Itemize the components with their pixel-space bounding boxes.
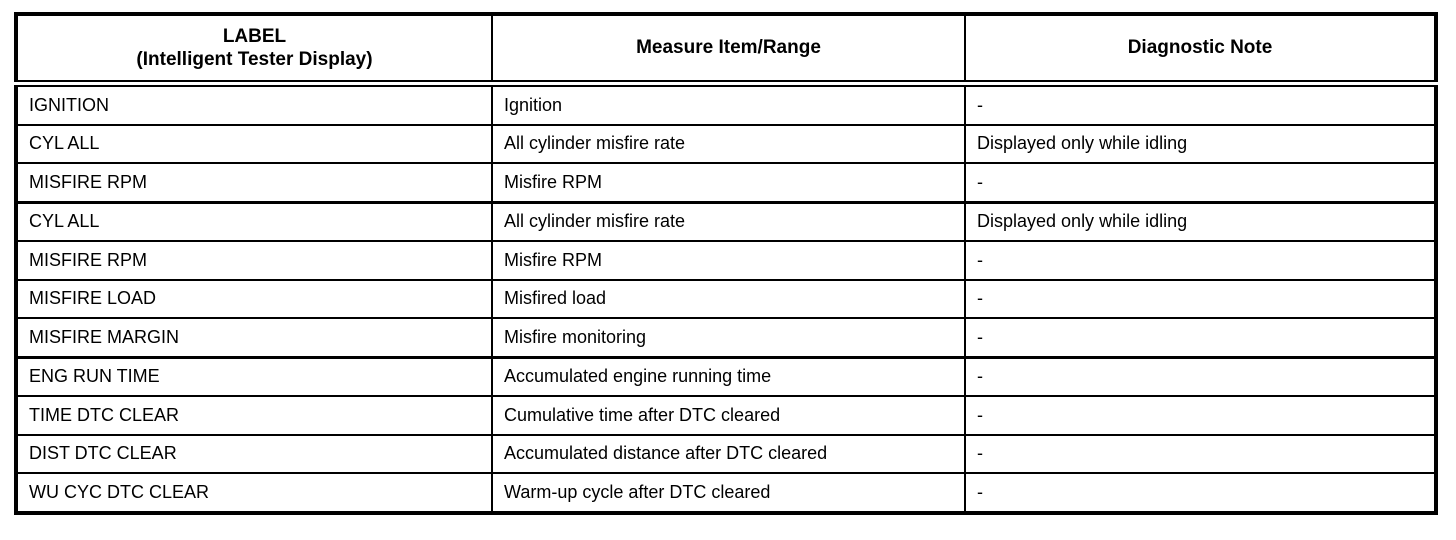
- measure-cell: Warm-up cycle after DTC cleared: [491, 472, 966, 514]
- note-cell: -: [964, 162, 1437, 204]
- header-note-cell: Diagnostic Note: [964, 13, 1437, 87]
- measure-cell: All cylinder misfire rate: [491, 123, 966, 164]
- table-row: TIME DTC CLEAR Cumulative time after DTC…: [15, 395, 1437, 436]
- table-row: MISFIRE MARGIN Misfire monitoring -: [15, 317, 1437, 359]
- measure-cell: Misfire RPM: [491, 240, 966, 281]
- header-label-line2: (Intelligent Tester Display): [136, 49, 373, 70]
- note-cell: Displayed only while idling: [964, 201, 1437, 242]
- measure-cell: Ignition: [491, 82, 966, 126]
- note-cell: -: [964, 472, 1437, 514]
- note-cell: -: [964, 278, 1437, 319]
- header-row: LABEL (Intelligent Tester Display) Measu…: [15, 13, 1437, 87]
- note-cell: -: [964, 356, 1437, 397]
- measure-cell: Misfire monitoring: [491, 317, 966, 359]
- header-label-cell: LABEL (Intelligent Tester Display): [15, 13, 493, 87]
- table-row: MISFIRE RPM Misfire RPM -: [15, 162, 1437, 204]
- label-cell: IGNITION: [15, 82, 493, 126]
- label-cell: DIST DTC CLEAR: [15, 433, 493, 474]
- label-cell: MISFIRE LOAD: [15, 278, 493, 319]
- label-cell: MISFIRE RPM: [15, 162, 493, 204]
- label-cell: TIME DTC CLEAR: [15, 395, 493, 436]
- label-cell: WU CYC DTC CLEAR: [15, 472, 493, 514]
- label-cell: CYL ALL: [15, 201, 493, 242]
- table-row: CYL ALL All cylinder misfire rate Displa…: [15, 201, 1437, 242]
- header-label-line1: LABEL: [222, 26, 287, 47]
- diagnostic-data-table: LABEL (Intelligent Tester Display) Measu…: [14, 12, 1438, 515]
- label-cell: ENG RUN TIME: [15, 356, 493, 397]
- label-cell: MISFIRE RPM: [15, 240, 493, 281]
- table-body: IGNITION Ignition - CYL ALL All cylinder…: [15, 82, 1437, 514]
- measure-cell: Misfired load: [491, 278, 966, 319]
- note-cell: -: [964, 240, 1437, 281]
- measure-cell: Misfire RPM: [491, 162, 966, 204]
- table-row: MISFIRE RPM Misfire RPM -: [15, 240, 1437, 281]
- note-cell: -: [964, 395, 1437, 436]
- measure-cell: Accumulated distance after DTC cleared: [491, 433, 966, 474]
- table-row: CYL ALL All cylinder misfire rate Displa…: [15, 123, 1437, 164]
- note-cell: -: [964, 433, 1437, 474]
- note-cell: -: [964, 317, 1437, 359]
- measure-cell: Accumulated engine running time: [491, 356, 966, 397]
- table-row: DIST DTC CLEAR Accumulated distance afte…: [15, 433, 1437, 474]
- header-measure-cell: Measure Item/Range: [491, 13, 966, 87]
- note-cell: -: [964, 82, 1437, 126]
- table-row: ENG RUN TIME Accumulated engine running …: [15, 356, 1437, 397]
- table-row: WU CYC DTC CLEAR Warm-up cycle after DTC…: [15, 472, 1437, 514]
- measure-cell: Cumulative time after DTC cleared: [491, 395, 966, 436]
- table-row: MISFIRE LOAD Misfired load -: [15, 278, 1437, 319]
- note-cell: Displayed only while idling: [964, 123, 1437, 164]
- table-row: IGNITION Ignition -: [15, 82, 1437, 126]
- label-cell: MISFIRE MARGIN: [15, 317, 493, 359]
- table-header: LABEL (Intelligent Tester Display) Measu…: [15, 13, 1437, 87]
- measure-cell: All cylinder misfire rate: [491, 201, 966, 242]
- label-cell: CYL ALL: [15, 123, 493, 164]
